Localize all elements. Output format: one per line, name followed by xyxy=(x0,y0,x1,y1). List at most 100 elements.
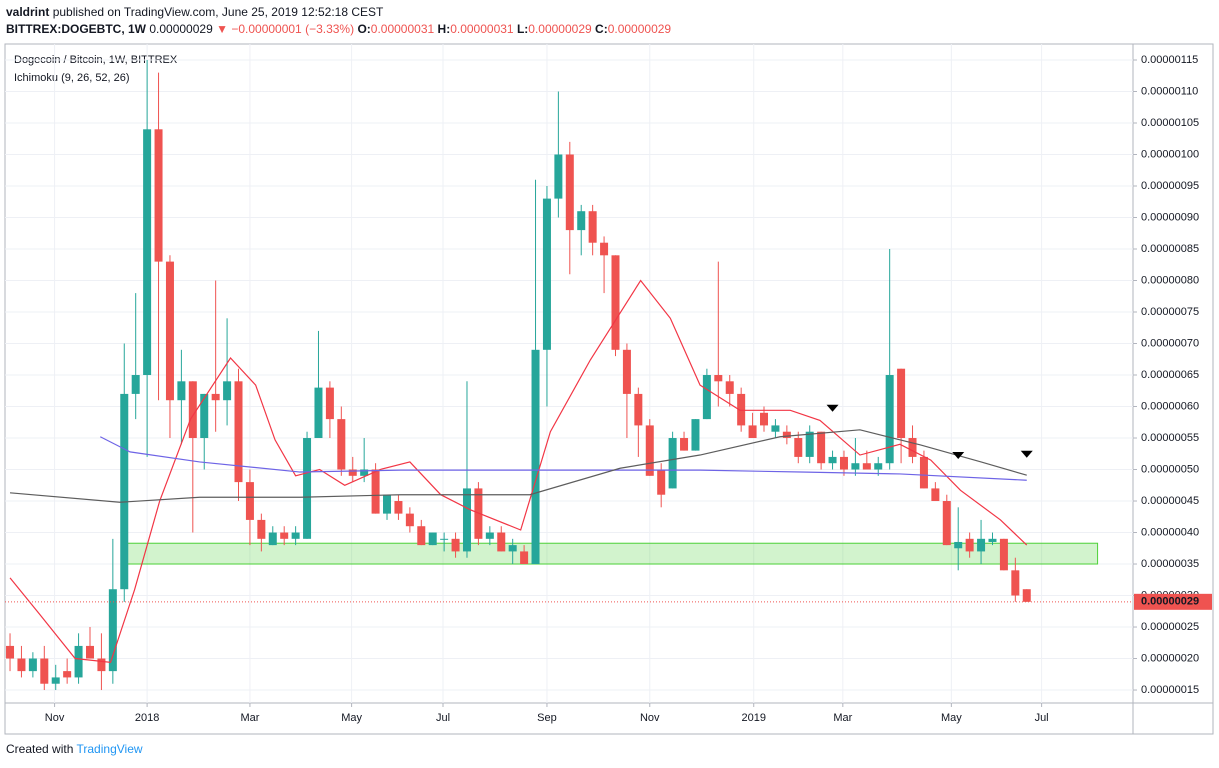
candle-body xyxy=(668,438,677,489)
indicator-line xyxy=(9,279,1028,663)
symbol: BITTREX:DOGEBTC, 1W xyxy=(6,22,146,36)
candle-body xyxy=(782,431,791,439)
candle-body xyxy=(325,387,334,420)
candle-body xyxy=(485,532,494,539)
candle-body xyxy=(771,425,780,432)
x-tick-label: Jul xyxy=(1035,712,1049,724)
marker xyxy=(1020,450,1033,458)
publish-line: valdrint published on TradingView.com, J… xyxy=(6,4,671,21)
y-tick-label: 0.00000115 xyxy=(1141,54,1198,66)
candle-body xyxy=(645,425,654,476)
author: valdrint xyxy=(6,5,50,19)
candle-body xyxy=(257,519,266,539)
x-tick-label: Nov xyxy=(640,712,660,724)
candle-body xyxy=(1022,589,1031,602)
y-tick-label: 0.00000050 xyxy=(1141,463,1199,475)
candle-body xyxy=(223,381,232,401)
candle-body xyxy=(760,412,769,426)
candle-body xyxy=(954,541,963,549)
candle-body xyxy=(508,545,517,552)
candle-body xyxy=(554,154,563,199)
quote-line: BITTREX:DOGEBTC, 1W 0.00000029 ▼ −0.0000… xyxy=(6,21,671,38)
ohlc-value: 0.00000031 xyxy=(370,22,435,36)
x-tick-label: Jul xyxy=(436,712,450,724)
candle-body xyxy=(714,375,723,382)
candle-body xyxy=(520,551,529,565)
y-tick-label: 0.00000065 xyxy=(1141,369,1199,381)
candle-body xyxy=(748,425,757,439)
marker xyxy=(826,404,839,412)
indicator-line xyxy=(100,436,1027,481)
candle-body xyxy=(74,645,83,678)
candle-body xyxy=(942,501,951,546)
created-with: Created with xyxy=(6,742,74,756)
candle-body xyxy=(51,677,60,684)
x-tick-label: Mar xyxy=(833,712,852,724)
candle-body xyxy=(702,375,711,420)
candle-body xyxy=(622,349,631,394)
candle-body xyxy=(931,488,940,502)
candle-body xyxy=(177,381,186,401)
candle-body xyxy=(908,438,917,457)
indicator-line xyxy=(9,429,1027,503)
candle-body xyxy=(794,438,803,457)
candle-body xyxy=(828,456,837,464)
candle-body xyxy=(97,658,106,672)
candle-body xyxy=(531,349,540,565)
candle-body xyxy=(805,431,814,457)
candle-body xyxy=(919,456,928,489)
x-tick-label: May xyxy=(341,712,362,724)
ohlc-label: L: xyxy=(516,22,529,36)
y-tick-label: 0.00000060 xyxy=(1141,400,1199,412)
ohlc-value: 0.00000029 xyxy=(607,22,672,36)
candle-body xyxy=(200,393,209,439)
y-tick-label: 0.00000110 xyxy=(1141,85,1198,97)
candle-body xyxy=(577,211,586,231)
candle-body xyxy=(737,393,746,426)
x-tick-label: Sep xyxy=(537,712,557,724)
candle-body xyxy=(394,501,403,514)
candle-body xyxy=(600,242,609,256)
ohlc-label: C: xyxy=(595,22,608,36)
ohlc-value: 0.00000029 xyxy=(528,22,592,36)
last-price-label: 0.00000029 xyxy=(1141,596,1199,608)
candle-body xyxy=(291,532,300,539)
change: −0.00000001 (−3.33%) xyxy=(231,22,355,36)
y-tick-label: 0.00000070 xyxy=(1141,337,1199,349)
x-tick-label: Mar xyxy=(240,712,259,724)
y-tick-label: 0.00000025 xyxy=(1141,621,1199,633)
candle-body xyxy=(63,671,72,678)
candle-body xyxy=(245,482,254,520)
y-tick-label: 0.00000075 xyxy=(1141,306,1199,318)
candle-body xyxy=(691,419,700,451)
y-tick-label: 0.00000085 xyxy=(1141,243,1199,255)
candle-body xyxy=(851,463,860,470)
ohlc-label: O: xyxy=(357,22,371,36)
candle-body xyxy=(108,589,117,672)
candle-body xyxy=(348,469,357,476)
ohlc-value: 0.00000031 xyxy=(450,22,514,36)
candle-body xyxy=(451,538,460,552)
candle-body xyxy=(1011,570,1020,596)
price: 0.00000029 xyxy=(149,22,213,36)
candle-body xyxy=(143,129,152,376)
brand[interactable]: TradingView xyxy=(76,742,143,756)
y-tick-label: 0.00000035 xyxy=(1141,558,1199,570)
arrow: ▼ xyxy=(216,22,228,36)
y-tick-label: 0.00000040 xyxy=(1141,526,1199,538)
candle-body xyxy=(657,469,666,495)
candle-body xyxy=(725,381,734,394)
candle-body xyxy=(565,154,574,231)
candle-body xyxy=(165,261,174,401)
frame xyxy=(4,43,1214,735)
candle-body xyxy=(634,393,643,426)
y-tick-label: 0.00000090 xyxy=(1141,211,1199,223)
candle-body xyxy=(188,381,197,439)
candle-body xyxy=(817,431,826,464)
candle-body xyxy=(977,538,986,552)
y-tick-label: 0.00000055 xyxy=(1141,432,1199,444)
y-tick-label: 0.00000095 xyxy=(1141,180,1199,192)
y-tick-label: 0.00000045 xyxy=(1141,495,1199,507)
ohlc-label: H: xyxy=(437,22,451,36)
